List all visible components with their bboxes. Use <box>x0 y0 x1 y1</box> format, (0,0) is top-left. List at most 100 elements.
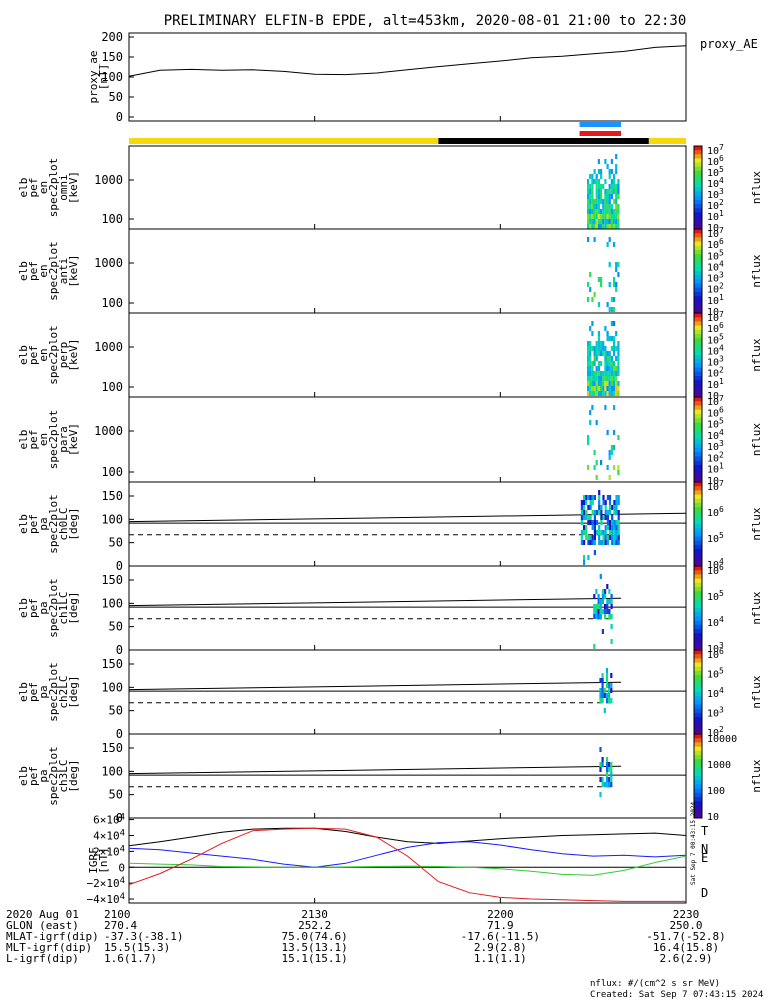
heatmap-cell <box>587 366 590 371</box>
heatmap-cell <box>593 450 596 455</box>
y-axis-label-line: pef <box>27 178 40 198</box>
heatmap-cell <box>602 381 605 386</box>
y-tick-label: 100 <box>101 465 123 479</box>
heatmap-cell <box>597 361 600 366</box>
y-axis-label-line: pa <box>37 769 50 782</box>
y-axis-label-line: para <box>57 426 70 453</box>
colorbar-tick-label: 10 <box>707 812 719 823</box>
y-axis-label-line: spec2plot <box>47 578 60 638</box>
heatmap-cell <box>610 772 613 777</box>
heatmap-cell <box>593 530 596 535</box>
heatmap-cell <box>606 336 609 341</box>
colorbar-segment <box>694 801 702 806</box>
heatmap-cell <box>608 455 611 460</box>
colorbar-segment <box>694 183 702 188</box>
heatmap-cell <box>593 609 596 614</box>
heatmap-cell <box>608 688 611 693</box>
colorbar-segment <box>694 700 702 706</box>
colorbar-segment <box>694 287 702 293</box>
heatmap-cell <box>608 376 611 381</box>
panel-frame <box>128 817 687 904</box>
heatmap-cell <box>610 209 613 214</box>
heatmap-cell <box>610 224 613 229</box>
heatmap-cell <box>613 391 616 396</box>
heatmap-cell <box>589 346 592 351</box>
heatmap-cell <box>598 495 601 500</box>
panel-en_spec2plot_anti: elbpefenspec2plotanti[keV]10010001010110… <box>17 226 763 318</box>
heatmap-cell <box>600 224 603 229</box>
heatmap-cell <box>608 194 611 199</box>
heatmap-cell <box>600 214 603 219</box>
colorbar-tick-label: 1000 <box>707 760 731 771</box>
colorbar-tick-label: 107 <box>707 226 724 240</box>
colorbar-segment <box>694 549 702 554</box>
heatmap-cell <box>615 169 618 174</box>
colorbar-segment <box>694 486 702 491</box>
y-axis-label-line: elb <box>17 345 30 365</box>
colorbar-tick-label: 106 <box>707 563 724 577</box>
y-axis-label-line: pa <box>37 601 50 614</box>
colorbar-segment <box>694 212 702 218</box>
heatmap-cell <box>580 515 583 520</box>
heatmap-cell <box>589 272 592 277</box>
heatmap-cell <box>580 540 583 545</box>
heatmap-cell <box>597 194 600 199</box>
heatmap-cell <box>610 346 613 351</box>
colorbar-segment <box>694 233 702 238</box>
colorbar-segment <box>694 405 702 411</box>
heatmap-cell <box>602 209 605 214</box>
y-axis-label-line: [keV] <box>67 338 80 371</box>
heatmap-cell <box>600 184 603 189</box>
y-axis-label-line: [nT] <box>97 64 110 91</box>
heatmap-cell <box>604 219 607 224</box>
heatmap-cell <box>593 219 596 224</box>
y-tick-label: 0 <box>116 110 123 124</box>
heatmap-cell <box>613 242 616 247</box>
heatmap-cell <box>602 224 605 229</box>
heatmap-cell <box>604 594 607 599</box>
colorbar-segment <box>694 561 702 567</box>
heatmap-cell <box>602 515 605 520</box>
heatmap-cell <box>597 604 600 609</box>
colorbar-segment <box>694 283 702 289</box>
heatmap-cell <box>601 762 604 767</box>
heatmap-cell <box>591 371 594 376</box>
heatmap-cell <box>597 169 600 174</box>
heatmap-cell <box>610 189 613 194</box>
heatmap-cell <box>613 277 616 282</box>
y-tick-label: 0 <box>116 727 123 741</box>
heatmap-cell <box>593 224 596 229</box>
x-row-value: 71.9 <box>487 919 514 932</box>
y-tick-label: 150 <box>101 657 123 671</box>
heatmap-cell <box>605 683 609 688</box>
heatmap-cell <box>597 204 600 209</box>
heatmap-cell <box>593 614 596 619</box>
heatmap-cell <box>615 204 618 209</box>
heatmap-cell <box>599 604 602 609</box>
y-axis-label-line: [deg] <box>67 675 80 708</box>
heatmap-cell <box>595 179 598 184</box>
heatmap-cell <box>587 520 590 525</box>
heatmap-cell <box>600 540 603 545</box>
y-tick-label: 150 <box>101 50 123 64</box>
colorbar-segment <box>694 587 702 592</box>
colorbar-label: nflux <box>750 423 763 456</box>
heatmap-cell <box>604 351 607 356</box>
heatmap-cell <box>583 495 586 500</box>
heatmap-cell <box>602 341 605 346</box>
heatmap-cell <box>595 460 598 465</box>
heatmap-cell <box>596 520 599 525</box>
igrf-line-E <box>128 855 687 876</box>
heatmap-cell <box>600 361 603 366</box>
heatmap-cell <box>595 209 598 214</box>
colorbar-segment <box>694 771 702 777</box>
colorbar-segment <box>694 608 702 613</box>
heatmap-cell <box>613 465 616 470</box>
heatmap-cell <box>589 371 592 376</box>
heatmap-cell <box>597 594 600 599</box>
heatmap-cell <box>608 381 611 386</box>
heatmap-cell <box>593 540 596 545</box>
heatmap-cell <box>591 366 594 371</box>
heatmap-cell <box>613 381 616 386</box>
colorbar-tick-label: 10000 <box>707 734 737 745</box>
